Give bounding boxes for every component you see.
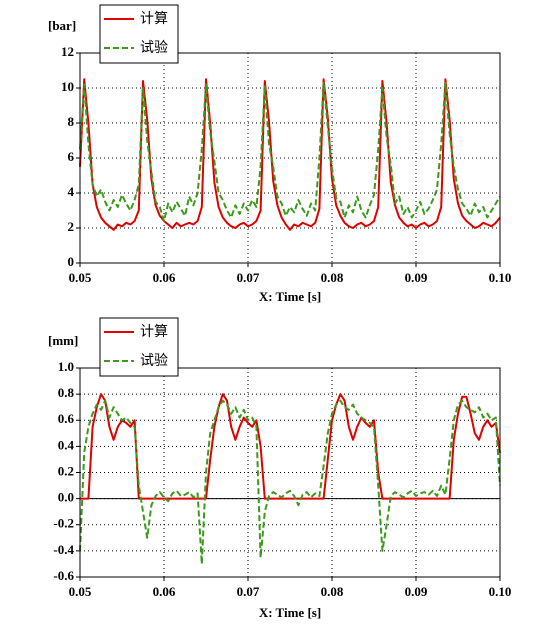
subplot: -0.6 -0.4 -0.2 0.0 0.2 0.4 0.6 0.8 1.0 0.05 0.06 0.… (48, 317, 512, 620)
y-tick-label: 2 (68, 219, 75, 234)
y-tick-label: 4 (68, 184, 75, 199)
x-tick-label: 0.06 (153, 584, 176, 599)
y-tick-label: -0.6 (53, 568, 74, 583)
y-tick-label: 0.2 (58, 463, 74, 478)
x-tick-label: 0.10 (489, 270, 512, 285)
y-axis-label: [mm] (48, 333, 78, 348)
y-tick-label: 0 (68, 254, 75, 269)
legend-label: 计算 (140, 11, 168, 27)
y-tick-label: 10 (61, 79, 74, 94)
plot-frame (79, 52, 501, 264)
plot-area (80, 368, 500, 577)
y-tick-label: -0.2 (53, 516, 74, 531)
y-tick-label: 0.6 (58, 411, 75, 426)
x-tick-label: 0.09 (405, 270, 428, 285)
y-tick-label: 1.0 (58, 359, 74, 374)
x-tick-label: 0.08 (321, 270, 344, 285)
x-tick-label: 0.07 (237, 270, 260, 285)
y-tick-label: 8 (68, 114, 75, 129)
y-tick-label: 0.0 (58, 490, 74, 505)
legend-label: 试验 (140, 353, 168, 369)
y-tick-label: -0.4 (53, 542, 74, 557)
x-tick-label: 0.09 (405, 584, 428, 599)
x-tick-label: 0.05 (69, 584, 92, 599)
x-tick-label: 0.06 (153, 270, 176, 285)
y-tick-label: 0.4 (58, 437, 75, 452)
x-tick-label: 0.07 (237, 584, 260, 599)
legend-box (99, 317, 179, 377)
subplot: 0 2 4 6 8 10 12 0.05 0.06 0.07 0.08 0.09 0.10 [bar] X:… (48, 4, 512, 304)
x-axis-label: X: Time [s] (259, 289, 321, 304)
legend-box (99, 4, 179, 64)
x-tick-label: 0.08 (321, 584, 344, 599)
x-axis-label: X: Time [s] (259, 605, 321, 620)
y-axis-label: [bar] (48, 18, 76, 33)
y-tick-label: 6 (68, 149, 75, 164)
x-tick-label: 0.10 (489, 584, 512, 599)
series-line (79, 399, 501, 565)
legend-label: 计算 (140, 324, 168, 340)
series-line (80, 393, 501, 500)
y-tick-label: 0.8 (58, 385, 75, 400)
plot-frame (79, 367, 501, 578)
y-tick-label: 12 (61, 44, 74, 59)
x-tick-label: 0.05 (69, 270, 92, 285)
legend-label: 试验 (140, 40, 168, 56)
